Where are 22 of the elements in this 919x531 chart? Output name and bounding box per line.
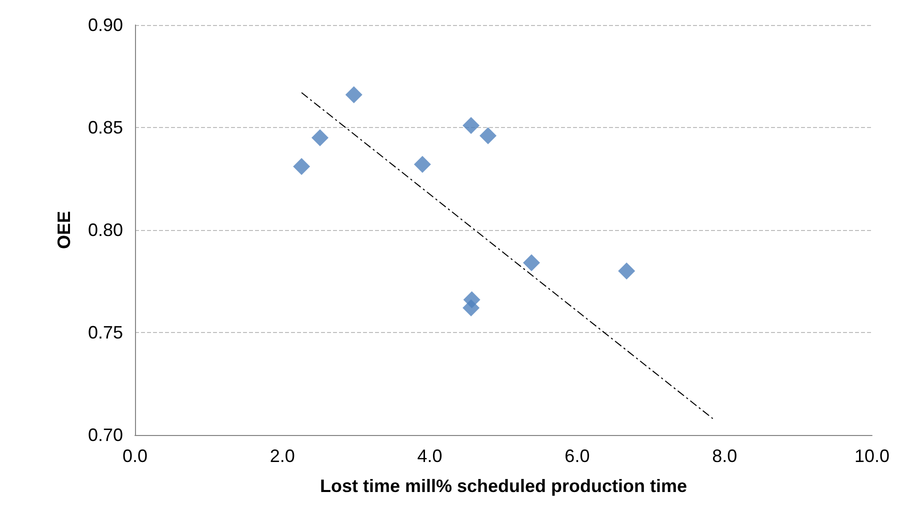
point (618, 262, 636, 280)
point (311, 129, 328, 146)
y-axis-title: OEE (54, 210, 74, 250)
point (523, 254, 540, 272)
x-tick-label: 4.0 (417, 446, 442, 466)
y-tick-label: 0.80 (88, 220, 123, 240)
point (462, 116, 480, 134)
y-tick-label: 0.90 (88, 15, 123, 35)
x-tick-label: 8.0 (712, 446, 738, 466)
point (462, 299, 480, 316)
x-tick-label: 0.0 (122, 446, 148, 466)
y-tick-label: 0.75 (88, 322, 123, 342)
point (345, 86, 362, 104)
x-axis-title: Lost time mill% scheduled production time (320, 476, 688, 496)
y-tick-label: 0.85 (88, 118, 123, 138)
point (414, 156, 431, 173)
y-tick-label: 0.70 (88, 425, 123, 445)
point (480, 127, 497, 144)
x-tick-label: 10.0 (854, 446, 890, 466)
point (293, 158, 310, 175)
x-tick-label: 6.0 (564, 446, 590, 466)
x-tick-label: 2.0 (270, 446, 295, 466)
